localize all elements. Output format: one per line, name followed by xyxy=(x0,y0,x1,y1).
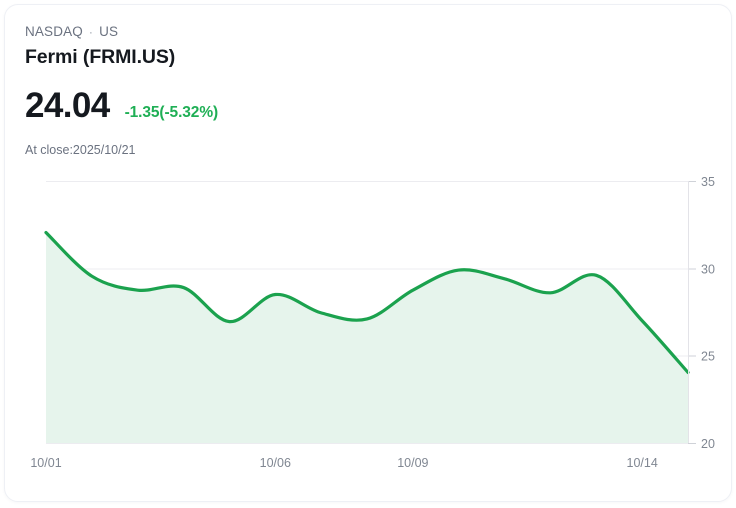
chart-y-axis: 35 30 25 20 xyxy=(688,175,715,451)
y-axis-tick-label: 25 xyxy=(701,350,715,364)
x-axis-tick-label: 10/14 xyxy=(627,456,658,470)
quote-header: NASDAQ · US Fermi (FRMI.US) 24.04 -1.35(… xyxy=(25,23,685,158)
x-axis-tick-label: 10/09 xyxy=(397,456,428,470)
y-axis-tick-label: 20 xyxy=(701,437,715,451)
series-line-path xyxy=(44,230,690,375)
exchange-name: NASDAQ xyxy=(25,24,83,39)
price-change: -1.35(-5.32%) xyxy=(124,104,219,121)
page-title: Fermi (FRMI.US) xyxy=(25,46,176,68)
x-axis-tick-label: 10/06 xyxy=(260,456,291,470)
price-value: 24.04 xyxy=(25,86,110,125)
exchange-row: NASDAQ · US xyxy=(25,23,685,41)
x-axis-tick-label: 10/01 xyxy=(30,456,61,470)
chart-series-line xyxy=(44,230,690,375)
close-timestamp: At close:2025/10/21 xyxy=(25,143,136,157)
stock-quote-card: NASDAQ · US Fermi (FRMI.US) 24.04 -1.35(… xyxy=(4,4,732,502)
bullet-separator-icon: · xyxy=(88,24,94,39)
price-row: 24.04 -1.35(-5.32%) xyxy=(25,86,685,126)
y-axis-tick-label: 30 xyxy=(701,262,715,276)
region-label: US xyxy=(99,24,119,39)
chart-area-fill xyxy=(46,232,688,443)
y-axis-tick-label: 35 xyxy=(701,175,715,189)
series-area-path xyxy=(46,232,688,443)
